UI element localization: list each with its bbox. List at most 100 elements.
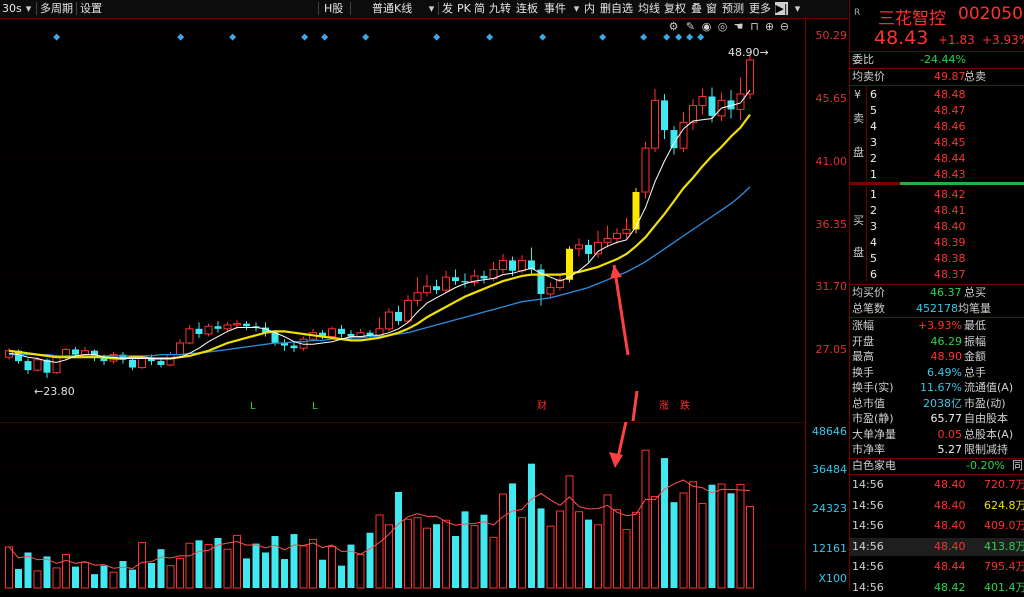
volume-bar <box>603 494 612 589</box>
draw-pen-icon[interactable]: ✎ <box>685 20 696 33</box>
candle-body <box>252 326 260 328</box>
eye-off-icon[interactable]: ◎ <box>717 20 728 33</box>
volume-bar <box>489 536 498 589</box>
total-count-label: 总笔数 <box>852 302 885 315</box>
stat-label: 总股本(A) <box>964 427 1014 441</box>
volume-tick: 36484 <box>812 463 847 476</box>
kline-chart[interactable]: 48.90→ ←23.80 L L 财 涨跌 <box>0 19 805 421</box>
candle-body <box>24 361 32 371</box>
volume-bar <box>62 553 70 589</box>
stat-label: 总手 <box>964 365 986 379</box>
event-marker-icon <box>539 33 547 41</box>
candle-body <box>195 328 203 334</box>
price-tick: 31.70 <box>815 280 848 293</box>
avg-buy-row: 均买价 46.37 总买 <box>850 285 1024 301</box>
volume-bar <box>661 458 668 588</box>
volume-bar <box>166 565 175 589</box>
volume-ma-line <box>8 479 751 570</box>
kline-type-select[interactable]: 普通K线 <box>372 2 413 15</box>
toolbar-divider <box>438 2 439 15</box>
lianban-button[interactable]: 连板 <box>516 2 538 15</box>
chevron-down-icon[interactable]: ▾ <box>25 2 32 15</box>
zoom-out-icon[interactable]: ⊖ <box>779 20 790 33</box>
sell-price: 48.48 <box>934 88 966 101</box>
level-number: 2 <box>870 152 877 165</box>
settings-gear-icon[interactable]: ⚙ <box>668 20 679 33</box>
chevron-down-icon[interactable]: ▾ <box>428 2 435 15</box>
multi-period-button[interactable]: 多周期 <box>40 2 73 15</box>
nei-button[interactable]: 内 <box>584 2 595 15</box>
pk-button[interactable]: PK <box>457 2 471 15</box>
period-selector[interactable]: 30s <box>2 2 22 15</box>
volume-bar <box>290 534 298 588</box>
volume-bar <box>366 532 374 588</box>
stat-value: 11.67% <box>920 381 962 394</box>
total-count-value: 452178 <box>916 302 958 315</box>
volume-bar <box>575 511 583 589</box>
eye-icon[interactable]: ◉ <box>701 20 712 33</box>
ma-button[interactable]: 均线 <box>638 2 660 15</box>
event-letter: 跌 <box>680 399 690 412</box>
avg-sell-row: 均卖价 49.87 总卖 <box>850 69 1024 85</box>
tick-time: 14:56 <box>852 539 884 553</box>
chevron-down-icon[interactable]: ▾ <box>573 2 580 15</box>
lock-icon[interactable]: ⊓ <box>750 20 759 33</box>
chevron-down-icon[interactable]: ▾ <box>794 2 801 15</box>
sell-level-row: 4 48.46 <box>850 119 1024 134</box>
remove-watchlist-button[interactable]: 删自选 <box>600 2 633 15</box>
event-marker-icon <box>177 33 185 41</box>
sell-level-row: 3 48.45 <box>850 135 1024 150</box>
volume-bar <box>129 569 136 588</box>
weibi-label: 委比 <box>852 53 874 66</box>
volume-bar <box>309 538 317 589</box>
volume-bar <box>119 561 127 588</box>
sector-row[interactable]: 白色家电 -0.20% 同 <box>850 458 1024 474</box>
annotation-arrow <box>615 422 628 463</box>
overlay-button[interactable]: 叠 <box>691 2 702 15</box>
volume-bar <box>24 552 32 588</box>
event-button[interactable]: 事件 <box>544 2 566 15</box>
event-marker-icon <box>697 33 705 41</box>
volume-bar <box>243 558 250 588</box>
event-marker-icon <box>686 33 694 41</box>
level-number: 5 <box>870 104 877 117</box>
volume-bar <box>148 563 155 588</box>
fa-button[interactable]: 发 <box>442 2 453 15</box>
pin-right-icon[interactable]: ▶| <box>775 2 788 15</box>
event-marker-icon <box>599 33 607 41</box>
volume-chart[interactable] <box>0 422 805 590</box>
tick-time: 14:56 <box>852 580 884 594</box>
stat-value: 5.27 <box>937 443 963 456</box>
avg-buy-label: 均买价 <box>852 286 885 299</box>
stat-row: 换手(实) 11.67% 流通值(A) <box>850 380 1024 395</box>
volume-bar <box>404 518 412 589</box>
more-button[interactable]: 更多 <box>749 2 771 15</box>
volume-bar <box>385 524 393 589</box>
zoom-in-icon[interactable]: ⊕ <box>764 20 775 33</box>
forecast-button[interactable]: 预测 <box>722 2 744 15</box>
level-number: 1 <box>870 168 877 181</box>
level-number: 4 <box>870 120 877 133</box>
level-number: 6 <box>870 268 877 281</box>
quote-panel: R 三花智控 002050 48.43 +1.83 +3.93% 委比 -24.… <box>849 0 1024 594</box>
jian-button[interactable]: 简 <box>474 2 485 15</box>
annotation-arrowhead <box>609 452 623 468</box>
buy-level-row: 2 48.41 <box>850 203 1024 218</box>
annotation-arrow <box>612 264 630 356</box>
h-stock-button[interactable]: H股 <box>324 2 344 15</box>
event-marker-icon <box>229 33 237 41</box>
hand-icon[interactable]: ☚ <box>733 20 744 33</box>
volume-bar <box>470 525 479 589</box>
trade-tick-row: 14:56 48.42 401.4万 <box>850 579 1024 597</box>
stat-label: 最低 <box>964 319 986 332</box>
buy-price: 48.42 <box>934 188 966 201</box>
candle-body <box>290 345 298 349</box>
stock-name: 三花智控 <box>878 9 946 29</box>
window-button[interactable]: 窗 <box>706 2 717 15</box>
settings-button[interactable]: 设置 <box>80 2 102 15</box>
jiuzhuan-button[interactable]: 九转 <box>489 2 511 15</box>
level-number: 3 <box>870 136 877 149</box>
candle-body <box>622 228 631 234</box>
adjust-button[interactable]: 复权 <box>664 2 686 15</box>
candle-body <box>243 323 250 327</box>
